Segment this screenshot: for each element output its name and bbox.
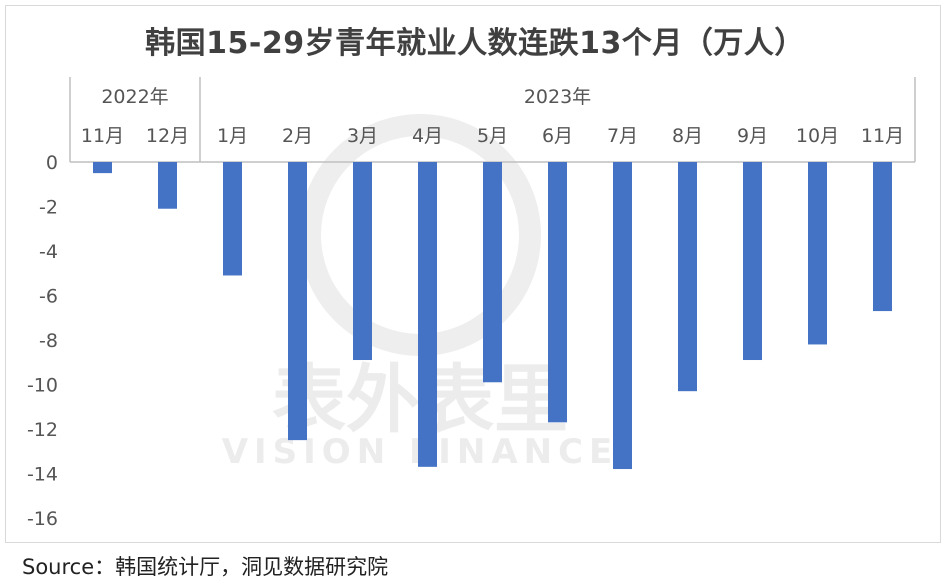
y-tick-label: -6 <box>39 286 58 308</box>
bar <box>93 162 112 174</box>
chart-bars <box>93 162 892 470</box>
x-category-label: 10月 <box>796 125 839 147</box>
x-category-label: 4月 <box>412 125 443 147</box>
bar <box>613 162 632 470</box>
x-category-label: 2月 <box>282 125 313 147</box>
bar <box>223 162 242 276</box>
x-category-label: 6月 <box>542 125 573 147</box>
bar <box>743 162 762 361</box>
x-category-label: 5月 <box>477 125 508 147</box>
bar <box>873 162 892 312</box>
chart-title: 韩国15-29岁青年就业人数连跌13个月（万人） <box>145 26 805 61</box>
x-category-label: 11月 <box>81 125 124 147</box>
watermark-en: VISION FINANCE <box>222 432 619 472</box>
year-label: 2022年 <box>101 86 168 108</box>
bar <box>548 162 567 423</box>
y-tick-label: -14 <box>27 464 58 486</box>
x-category-label: 11月 <box>861 125 904 147</box>
chart-frame <box>5 5 941 543</box>
x-category-label: 3月 <box>347 125 378 147</box>
year-label: 2023年 <box>524 86 591 108</box>
bar <box>808 162 827 345</box>
x-category-label: 8月 <box>672 125 703 147</box>
source-note: Source：韩国统计厅，洞见数据研究院 <box>22 555 389 579</box>
y-tick-label: -8 <box>39 330 58 352</box>
bar <box>678 162 697 392</box>
y-tick-label: -12 <box>27 419 58 441</box>
y-tick-label: 0 <box>46 152 58 174</box>
y-tick-label: -16 <box>27 508 58 530</box>
x-category-label: 1月 <box>217 125 248 147</box>
x-category-label: 12月 <box>146 125 189 147</box>
x-category-label: 7月 <box>607 125 638 147</box>
bar <box>483 162 502 383</box>
chart-labels: 2022年 2023年 0 -2 -4 -6 -8 -10 -12 -14 -16 11月 12月 1月 2… <box>27 86 904 530</box>
x-category-label: 9月 <box>737 125 768 147</box>
bar <box>418 162 437 467</box>
bar <box>158 162 177 209</box>
bar <box>288 162 307 441</box>
bar <box>353 162 372 361</box>
y-tick-label: -4 <box>39 241 58 263</box>
y-tick-label: -10 <box>27 375 58 397</box>
y-tick-label: -2 <box>39 197 58 219</box>
